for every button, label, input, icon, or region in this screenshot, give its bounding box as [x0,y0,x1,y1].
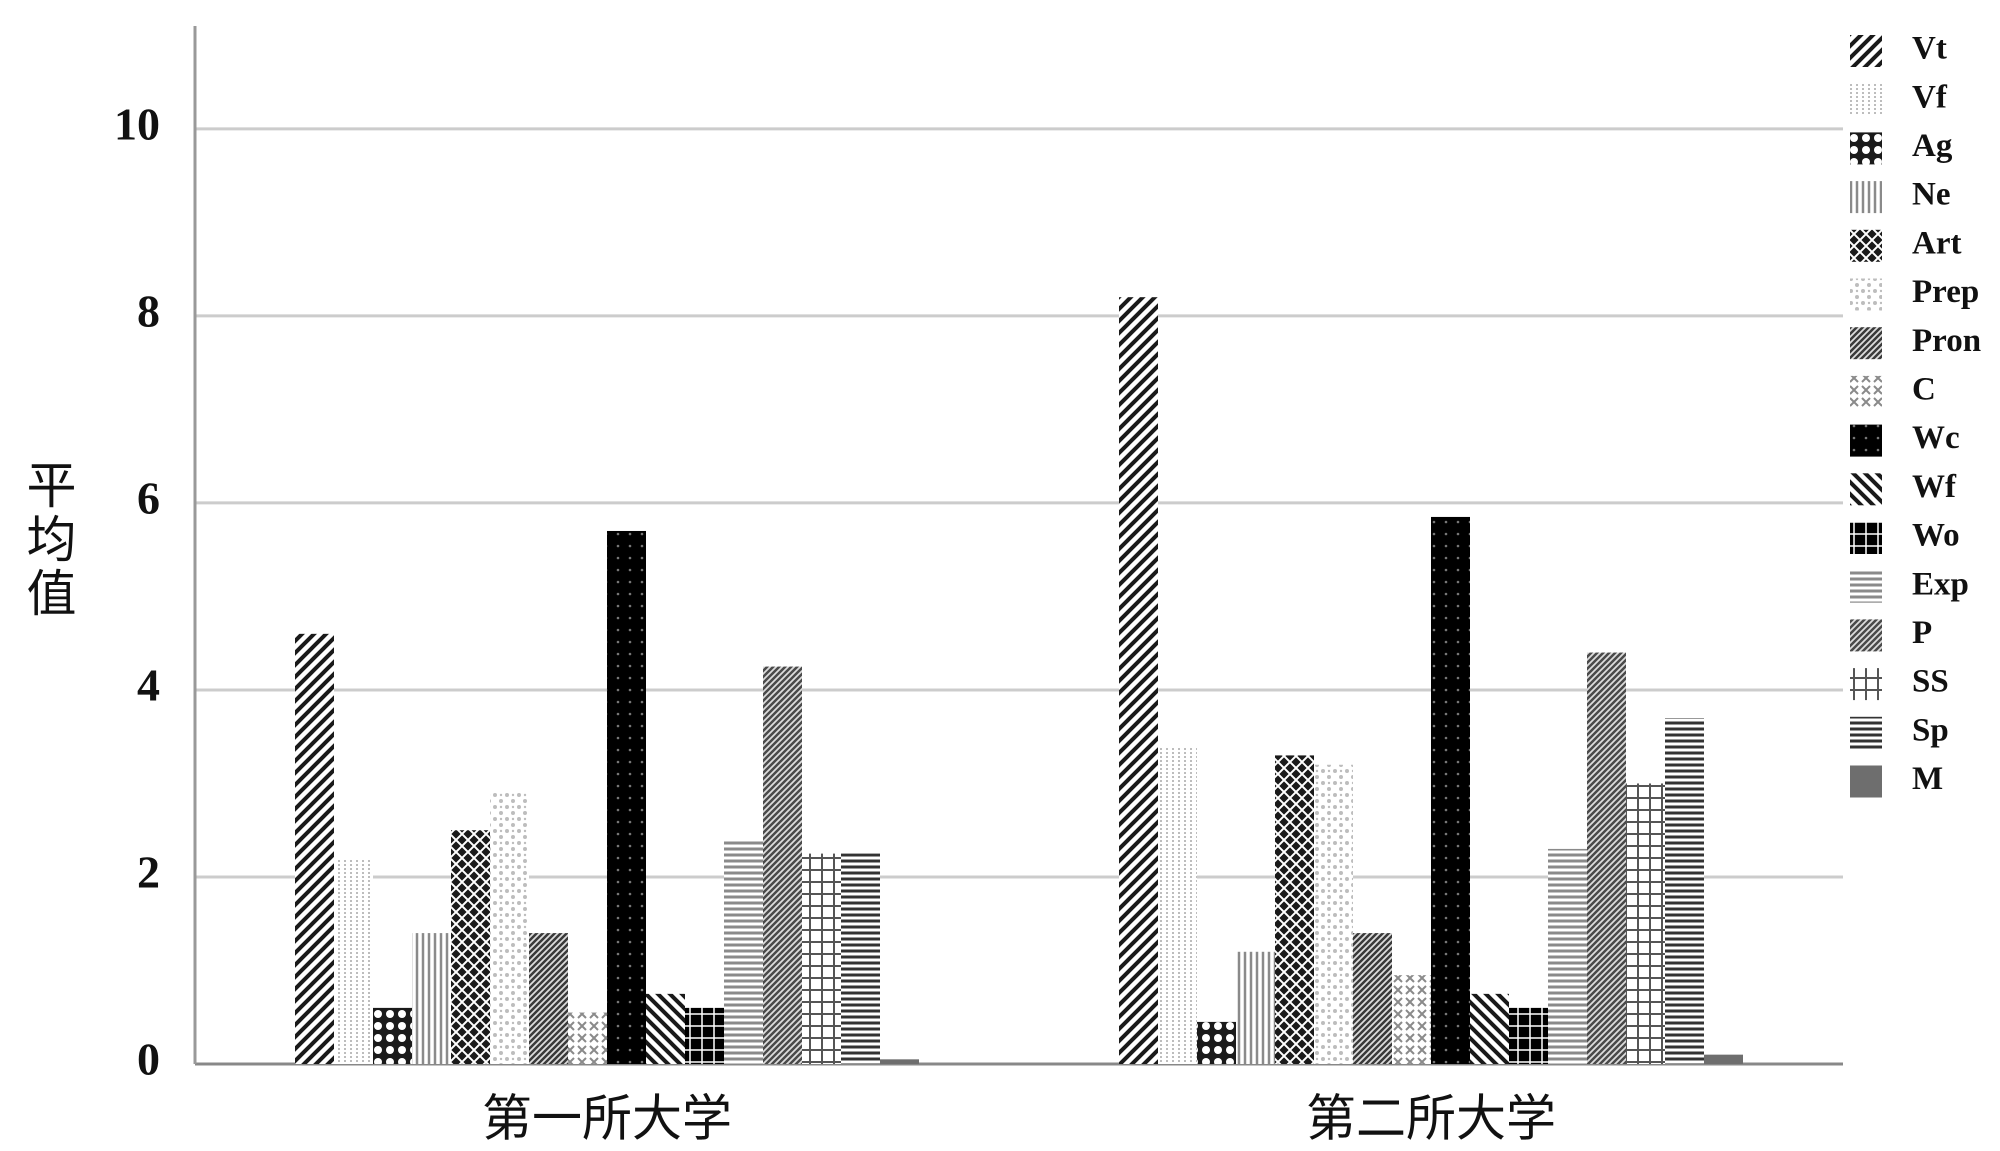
legend-label: Ne [1912,177,1950,213]
bar [1548,848,1587,1064]
bar [1158,746,1197,1064]
legend-label: M [1912,761,1943,797]
bar [724,839,763,1064]
bar [373,1007,412,1064]
bar [529,933,568,1064]
bar [1353,933,1392,1064]
legend-swatch [1850,619,1882,652]
y-tick-label: 0 [137,1034,160,1085]
bar [1665,718,1704,1064]
y-tick-label: 6 [137,472,160,523]
legend-label: Art [1912,225,1961,261]
bar [1626,783,1665,1064]
legend-swatch [1850,278,1882,311]
legend-label: Wo [1912,518,1960,554]
legend-swatch [1850,132,1882,165]
legend-label: Pron [1912,323,1981,359]
bar [685,1007,724,1064]
legend-swatch [1850,424,1882,457]
x-tick-label: 第二所大学 [1306,1090,1556,1146]
bar [490,792,529,1064]
bar [1275,755,1314,1064]
bar [451,830,490,1064]
legend-label: Wf [1912,469,1957,505]
bar [1704,1054,1743,1064]
legend-label: Ag [1912,128,1953,164]
legend-label: Vf [1912,79,1948,115]
bar [607,530,646,1064]
y-tick-label: 8 [137,285,160,336]
bar [1197,1021,1236,1064]
y-axis-label: 平均值 [20,459,76,621]
legend-label: Exp [1912,566,1969,602]
x-tick-label: 第一所大学 [482,1090,732,1146]
bar [1431,516,1470,1064]
legend-swatch [1850,716,1882,749]
legend-swatch [1850,83,1882,116]
bar [1119,297,1158,1064]
bar [763,666,802,1064]
legend-swatch [1850,229,1882,262]
legend-swatch [1850,570,1882,603]
legend-label: SS [1912,664,1949,700]
legend-swatch [1850,181,1882,214]
legend-label: P [1912,615,1932,651]
bar [646,993,685,1064]
bar [1314,764,1353,1064]
bar [412,933,451,1064]
y-tick-label: 4 [137,660,160,711]
legend-swatch [1850,668,1882,701]
legend-swatch [1850,327,1882,360]
bar [1509,1007,1548,1064]
legend-label: Vt [1912,31,1947,67]
legend-swatch [1850,522,1882,554]
bar [295,633,334,1064]
bar [880,1059,919,1064]
y-tick-label: 10 [114,98,160,149]
legend-label: Prep [1912,274,1979,310]
y-tick-label: 2 [137,847,160,898]
bar [334,858,373,1064]
legend-swatch [1850,35,1882,67]
bar [841,853,880,1064]
legend-label: C [1912,371,1936,407]
bar [802,853,841,1064]
legend-swatch [1850,473,1882,506]
bar [568,1012,607,1064]
legend-label: Sp [1912,712,1949,748]
legend-label: Wc [1912,420,1960,456]
bar [1587,652,1626,1064]
bar [1392,975,1431,1064]
legend-swatch [1850,765,1882,798]
bar [1236,951,1275,1064]
bar [1470,993,1509,1064]
legend-swatch [1850,375,1882,408]
